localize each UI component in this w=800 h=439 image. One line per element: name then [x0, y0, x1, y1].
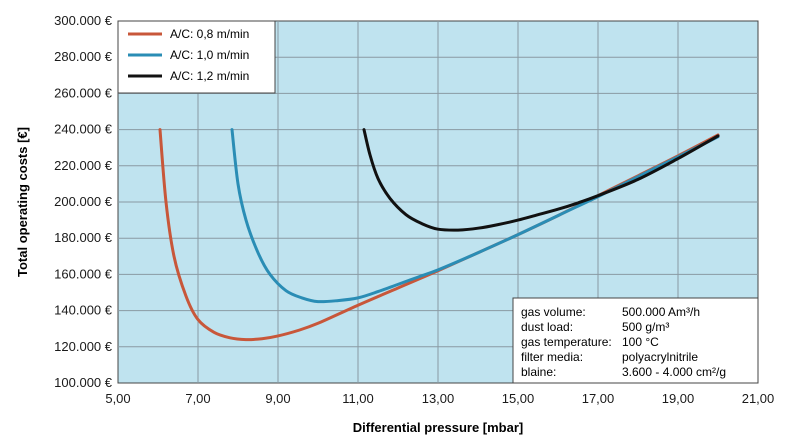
- series-line-3: [362, 128, 720, 232]
- x-tick-label: 13,00: [422, 391, 455, 406]
- series-line-2: [230, 128, 720, 304]
- x-tick-label: 11,00: [342, 391, 374, 406]
- y-tick-label: 200.000 €: [54, 194, 113, 209]
- parameter-label: filter media:: [521, 350, 583, 364]
- parameter-value: 3.600 - 4.000 cm²/g: [622, 365, 726, 379]
- parameter-label: gas temperature:: [521, 335, 612, 349]
- legend-label-3: A/C: 1,2 m/min: [170, 69, 249, 83]
- series-lines: [158, 128, 720, 342]
- y-tick-label: 100.000 €: [54, 375, 113, 390]
- y-tick-labels: 100.000 € 120.000 € 140.000 € 160.000 € 180.…: [54, 13, 113, 390]
- y-tick-label: 220.000 €: [54, 158, 113, 173]
- x-tick-label: 5,00: [105, 391, 130, 406]
- parameter-box-frame: [512, 297, 759, 384]
- parameter-label: blaine:: [521, 365, 556, 379]
- parameter-value: polyacrylnitrile: [622, 350, 698, 364]
- y-axis-title: Total operating costs [€]: [15, 127, 30, 277]
- y-tick-label: 300.000 €: [54, 13, 113, 28]
- x-tick-label: 19,00: [662, 391, 695, 406]
- parameter-box: gas volume: 500.000 Am³/h dust load: 500 g/…: [512, 297, 759, 384]
- x-axis-title: Differential pressure [mbar]: [353, 420, 524, 435]
- y-tick-label: 180.000 €: [54, 230, 113, 245]
- legend-label-2: A/C: 1,0 m/min: [170, 48, 249, 62]
- x-tick-label: 17,00: [582, 391, 615, 406]
- y-tick-label: 240.000 €: [54, 122, 113, 137]
- x-tick-labels: 5,00 7,00 9,00 11,00 13,00 15,00 17,00 19,00 21,…: [105, 391, 774, 406]
- legend: A/C: 0,8 m/min A/C: 1,0 m/min A/C: 1,2 m/m…: [117, 20, 276, 94]
- parameter-label: gas volume:: [521, 305, 586, 319]
- y-tick-label: 260.000 €: [54, 85, 113, 100]
- parameter-value: 100 °C: [622, 335, 659, 349]
- parameter-value: 500.000 Am³/h: [622, 305, 700, 319]
- x-tick-label: 21,00: [742, 391, 775, 406]
- y-tick-label: 120.000 €: [54, 339, 113, 354]
- y-tick-label: 140.000 €: [54, 303, 113, 318]
- legend-label-1: A/C: 0,8 m/min: [170, 27, 249, 41]
- parameter-value: 500 g/m³: [622, 320, 669, 334]
- x-tick-label: 7,00: [185, 391, 210, 406]
- y-tick-label: 160.000 €: [54, 266, 113, 281]
- x-tick-label: 9,00: [265, 391, 290, 406]
- x-tick-label: 15,00: [502, 391, 535, 406]
- parameter-label: dust load:: [521, 320, 573, 334]
- y-tick-label: 280.000 €: [54, 49, 113, 64]
